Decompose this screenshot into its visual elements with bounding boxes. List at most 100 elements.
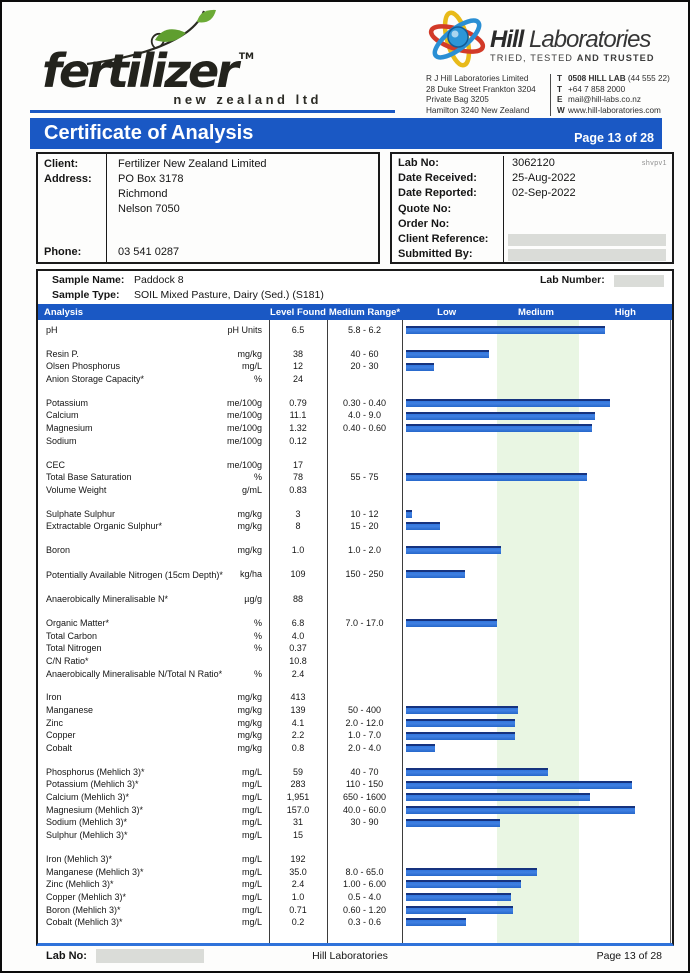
hill-labs-address: R J Hill Laboratories Limited 28 Duke St… xyxy=(426,74,550,116)
analyte-name: Phosphorus (Mehlich 3)* xyxy=(46,766,145,777)
analyte-name-cell: Total Base Saturation% xyxy=(38,471,269,484)
scale-medium-label: Medium xyxy=(518,306,554,318)
analysis-row: Cobalt mg/kg 0.8 2.0 - 4.0 xyxy=(38,742,672,755)
analyte-unit: mg/kg xyxy=(237,704,262,715)
analyte-name-cell: Sodium (Mehlich 3)* mg/L xyxy=(38,816,269,829)
analyte-name: Calcium (Mehlich 3)* xyxy=(46,792,130,803)
analyte-name: C/N Ratio* xyxy=(46,655,89,666)
medium-range-value: 150 - 250 xyxy=(345,568,384,579)
analysis-row: CEC me/100g 17 xyxy=(38,459,672,472)
analyte-unit: mg/kg xyxy=(237,743,262,753)
analyte-unit: mg/L xyxy=(241,766,262,777)
medium-range-value: 1.0 - 2.0 xyxy=(347,544,382,555)
analyte-name-cell: Manganese (Mehlich 3)* mg/L xyxy=(38,866,269,879)
phone-label: Phone: xyxy=(44,246,82,258)
level-found-value: 2.2 xyxy=(291,730,305,741)
sample-type-value: SOIL Mixed Pasture, Dairy (Sed.) (S181) xyxy=(134,289,324,301)
level-bar xyxy=(406,362,434,371)
analyte-unit: mg/L xyxy=(241,830,262,841)
medium-range-value: 10 - 12 xyxy=(350,508,379,519)
medium-range-value: 30 - 90 xyxy=(350,817,379,828)
analyte-name: Total Carbon xyxy=(46,630,98,641)
analyte-unit: me/100g xyxy=(226,459,262,470)
analyte-name-cell: Volume Weight g/mL xyxy=(38,484,269,497)
sample-type-label: Sample Type: xyxy=(52,289,120,301)
medium-range-value: 55 - 75 xyxy=(350,472,379,483)
analyte-name: Potentially Available Nitrogen (15cm Dep… xyxy=(46,569,223,580)
analyte-unit: mg/L xyxy=(241,792,262,803)
lab-info-row: Submitted By: xyxy=(392,247,672,263)
analysis-row: Boron mg/kg 1.0 1.0 - 2.0 xyxy=(38,544,672,557)
analysis-spacer-row xyxy=(38,497,672,508)
medium-range-value: 1.00 - 6.00 xyxy=(342,879,387,890)
analyte-unit: mg/kg xyxy=(237,717,262,728)
lab-info-label: Date Received: xyxy=(392,171,504,187)
analysis-row: Calcium me/100g 11.1 4.0 - 9.0 xyxy=(38,409,672,422)
analysis-row: Anaerobically Mineralisable N/Total N Ra… xyxy=(38,668,672,681)
level-bar-track xyxy=(406,704,671,717)
level-found-value: 31 xyxy=(292,817,303,828)
level-bar xyxy=(406,546,502,555)
phone-value: 03 541 0287 xyxy=(118,246,180,258)
medium-range-value: 0.40 - 0.60 xyxy=(342,423,387,434)
analyte-name-cell: Potentially Available Nitrogen (15cm Dep… xyxy=(38,568,269,581)
analysis-spacer-row xyxy=(38,337,672,348)
analyte-name: Sodium xyxy=(46,435,77,446)
analyte-name-cell: Total Nitrogen% xyxy=(38,642,269,655)
analyte-name: Iron xyxy=(46,692,62,703)
contact-line: T 0508 HILL LAB (44 555 22) xyxy=(557,74,670,83)
analysis-row: Resin P. mg/kg 38 40 - 60 xyxy=(38,348,672,361)
analyte-unit: mg/L xyxy=(241,779,262,790)
level-bar-track xyxy=(406,373,671,386)
level-bar xyxy=(406,805,636,814)
analysis-row: Sodium me/100g 0.12 xyxy=(38,435,672,448)
analyte-unit: mg/kg xyxy=(237,348,262,359)
level-bar xyxy=(406,619,497,627)
analyte-name: Anion Storage Capacity* xyxy=(46,374,145,385)
sample-name-value: Paddock 8 xyxy=(134,274,184,286)
lab-number-label: Lab Number: xyxy=(540,274,605,286)
analyte-name: Cobalt (Mehlich 3)* xyxy=(46,917,123,928)
lab-info-label: Submitted By: xyxy=(392,247,504,263)
analyte-name: Cobalt xyxy=(46,743,73,753)
analysis-row: Sulphur (Mehlich 3)* mg/L 15 xyxy=(38,829,672,842)
level-bar-track xyxy=(406,829,671,842)
lab-info-row: Client Reference: xyxy=(392,231,672,248)
medium-range-value: 110 - 150 xyxy=(345,779,384,790)
analysis-row: Anaerobically Mineralisable N* µg/g 88 xyxy=(38,593,672,606)
level-bar-track xyxy=(406,593,671,606)
analyte-unit: mg/L xyxy=(241,804,262,815)
redacted-value xyxy=(508,233,666,247)
level-bar-track xyxy=(406,766,671,779)
level-bar-track xyxy=(406,484,671,497)
level-found-value: 1,951 xyxy=(286,792,310,803)
level-bar xyxy=(406,880,522,889)
level-found-value: 1.0 xyxy=(291,544,305,555)
date-reported-value: 02-Sep-2022 xyxy=(512,187,576,200)
analyte-name-cell: Anion Storage Capacity*% xyxy=(38,373,269,386)
level-found-value: 0.37 xyxy=(289,643,307,654)
lab-no-value: 3062120 shvpv1 xyxy=(504,156,672,171)
sample-name-label: Sample Name: xyxy=(52,274,125,286)
level-bar-track xyxy=(406,904,671,917)
analyte-name: Copper (Mehlich 3)* xyxy=(46,891,127,902)
address-line: PO Box 3178 xyxy=(118,173,184,185)
analyte-name: Manganese (Mehlich 3)* xyxy=(46,866,144,877)
sample-header: Sample Name: Paddock 8 Lab Number: Sampl… xyxy=(38,271,672,304)
medium-range-band xyxy=(497,320,579,943)
level-bar-track xyxy=(406,691,671,704)
level-found-value: 0.79 xyxy=(289,397,307,408)
analysis-row: Olsen Phosphorus mg/L 12 20 - 30 xyxy=(38,360,672,373)
level-bar-track xyxy=(406,360,671,373)
analyte-name-cell: Magnesium (Mehlich 3)* mg/L xyxy=(38,804,269,817)
client-reference-value xyxy=(504,232,672,247)
level-bar xyxy=(406,867,538,876)
client-labels-column: Client: Address: Phone: xyxy=(38,154,107,262)
medium-range-value: 40 - 70 xyxy=(350,766,379,777)
sample-analysis-box: Sample Name: Paddock 8 Lab Number: Sampl… xyxy=(36,269,674,946)
column-chart-scale: Low Medium High xyxy=(402,307,670,318)
lab-info-label: Quote No: xyxy=(392,201,504,217)
level-bar-track xyxy=(406,816,671,829)
analysis-row: Zinc mg/kg 4.1 2.0 - 12.0 xyxy=(38,717,672,730)
analyte-name: Olsen Phosphorus xyxy=(46,361,121,372)
